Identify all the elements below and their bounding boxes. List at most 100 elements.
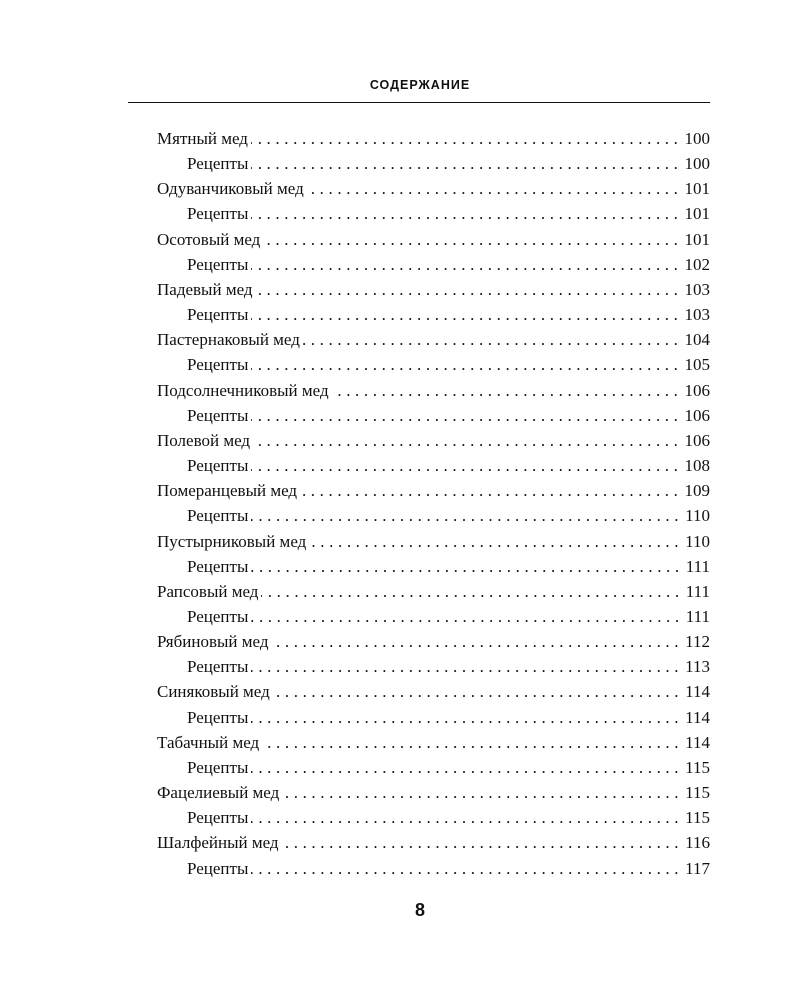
entry-title: Рецепты xyxy=(187,254,249,274)
entry-page: 110 xyxy=(685,506,710,526)
dot-leader: ........................................… xyxy=(251,355,683,375)
dot-leader: ........................................… xyxy=(251,657,684,677)
entry-page: 101 xyxy=(684,229,711,249)
toc-subentry: Рецепты.................................… xyxy=(157,403,710,428)
entry-title: Мятный мед xyxy=(157,129,248,148)
dot-leader: ........................................… xyxy=(332,380,683,400)
entry-title: Рецепты xyxy=(187,456,249,476)
toc-subentry: Рецепты.................................… xyxy=(157,302,710,327)
entry-title: Пустырниковый мед xyxy=(157,531,307,551)
entry-page: 106 xyxy=(684,405,711,425)
entry-title: Осотовый мед xyxy=(157,229,261,249)
entry-title: Рецепты xyxy=(187,657,249,677)
entry-page: 112 xyxy=(685,632,710,652)
toc-entry: Синяковый мед...........................… xyxy=(157,679,710,704)
toc-subentry: Рецепты.................................… xyxy=(157,453,710,478)
toc-subentry: Рецепты.................................… xyxy=(157,252,710,277)
toc-entry: Мятный мед..............................… xyxy=(157,126,710,151)
entry-title: Померанцевый мед xyxy=(157,481,298,501)
entry-title: Рецепты xyxy=(187,204,249,224)
dot-leader: ........................................… xyxy=(273,682,684,702)
toc-subentry: Рецепты.................................… xyxy=(157,554,710,579)
toc-subentry: Рецепты.................................… xyxy=(157,654,710,679)
dot-leader: ........................................… xyxy=(300,481,683,501)
toc-entry: Табачный мед............................… xyxy=(157,730,710,755)
entry-page: 104 xyxy=(684,330,711,350)
entry-page: 113 xyxy=(685,657,710,677)
dot-leader: ........................................… xyxy=(251,305,683,325)
entry-title: Рецепты xyxy=(187,858,249,878)
dot-leader: ........................................… xyxy=(251,606,684,626)
entry-page: 103 xyxy=(684,305,711,325)
dot-leader: ........................................… xyxy=(261,581,684,601)
entry-page: 108 xyxy=(684,456,711,476)
dot-leader: ........................................… xyxy=(302,330,683,350)
toc-entry: Рапсовый мед............................… xyxy=(157,579,710,604)
entry-title: Рецепты xyxy=(187,556,249,576)
entry-page: 100 xyxy=(684,154,711,174)
entry-title: Рецепты xyxy=(187,707,249,727)
toc-entry: Шалфейный мед...........................… xyxy=(157,830,710,855)
toc-subentry: Рецепты.................................… xyxy=(157,503,710,528)
entry-title: Полевой мед xyxy=(157,430,251,450)
toc-subentry: Рецепты.................................… xyxy=(157,805,710,830)
entry-title: Подсолнечниковый мед xyxy=(157,380,329,400)
dot-leader: ........................................… xyxy=(307,179,683,199)
entry-page: 110 xyxy=(685,531,710,551)
toc-subentry: Рецепты.................................… xyxy=(157,755,710,780)
entry-title: Фацелиевый мед xyxy=(157,783,280,803)
dot-leader: ........................................… xyxy=(251,556,684,576)
entry-page: 109 xyxy=(684,481,711,501)
dot-leader: ........................................… xyxy=(256,279,683,299)
entry-title: Рапсовый мед xyxy=(157,581,259,601)
entry-title: Пастернаковый мед xyxy=(157,330,300,350)
dot-leader: ........................................… xyxy=(282,783,684,803)
dot-leader: ........................................… xyxy=(309,531,684,551)
dot-leader: ........................................… xyxy=(272,632,684,652)
entry-page: 102 xyxy=(684,254,711,274)
entry-title: Рецепты xyxy=(187,808,249,828)
dot-leader: ........................................… xyxy=(251,707,684,727)
entry-page: 101 xyxy=(684,179,711,199)
entry-page: 106 xyxy=(684,430,711,450)
entry-page: 111 xyxy=(685,581,710,601)
entry-title: Рецепты xyxy=(187,305,249,325)
entry-page: 116 xyxy=(685,833,710,853)
entry-page: 111 xyxy=(685,606,710,626)
entry-title: Падевый мед xyxy=(157,279,253,299)
entry-page: 101 xyxy=(684,204,711,224)
table-of-contents: Мятный мед..............................… xyxy=(157,126,710,881)
dot-leader: ........................................… xyxy=(263,229,683,249)
dot-leader: ........................................… xyxy=(251,204,683,224)
toc-subentry: Рецепты.................................… xyxy=(157,856,710,881)
toc-entry: Померанцевый мед........................… xyxy=(157,478,710,503)
entry-title: Рябиновый мед xyxy=(157,632,269,652)
entry-title: Табачный мед xyxy=(157,732,260,752)
toc-subentry: Рецепты.................................… xyxy=(157,201,710,226)
entry-page: 105 xyxy=(684,355,711,375)
entry-page: 114 xyxy=(685,707,710,727)
dot-leader: ........................................… xyxy=(251,254,683,274)
dot-leader: ........................................… xyxy=(251,808,684,828)
toc-entry: Пустырниковый мед.......................… xyxy=(157,529,710,554)
toc-entry: Полевой мед.............................… xyxy=(157,428,710,453)
entry-title: Рецепты xyxy=(187,154,249,174)
dot-leader: ........................................… xyxy=(251,154,683,174)
entry-page: 114 xyxy=(685,682,710,702)
toc-entry: Фацелиевый мед..........................… xyxy=(157,780,710,805)
entry-title: Рецепты xyxy=(187,506,249,526)
entry-title: Одуванчиковый мед xyxy=(157,179,304,199)
entry-title: Рецепты xyxy=(187,405,249,425)
entry-title: Шалфейный мед xyxy=(157,833,279,853)
entry-page: 117 xyxy=(685,858,710,878)
entry-title: Синяковый мед xyxy=(157,682,270,702)
dot-leader: ........................................… xyxy=(251,506,684,526)
header-rule xyxy=(128,102,710,103)
running-header: СОДЕРЖАНИЕ xyxy=(369,78,471,92)
dot-leader: ........................................… xyxy=(251,757,684,777)
toc-entry: Падевый мед.............................… xyxy=(157,277,710,302)
dot-leader: ........................................… xyxy=(282,833,684,853)
dot-leader: ........................................… xyxy=(251,858,684,878)
toc-entry: Подсолнечниковый мед....................… xyxy=(157,378,710,403)
entry-page: 103 xyxy=(684,279,711,299)
